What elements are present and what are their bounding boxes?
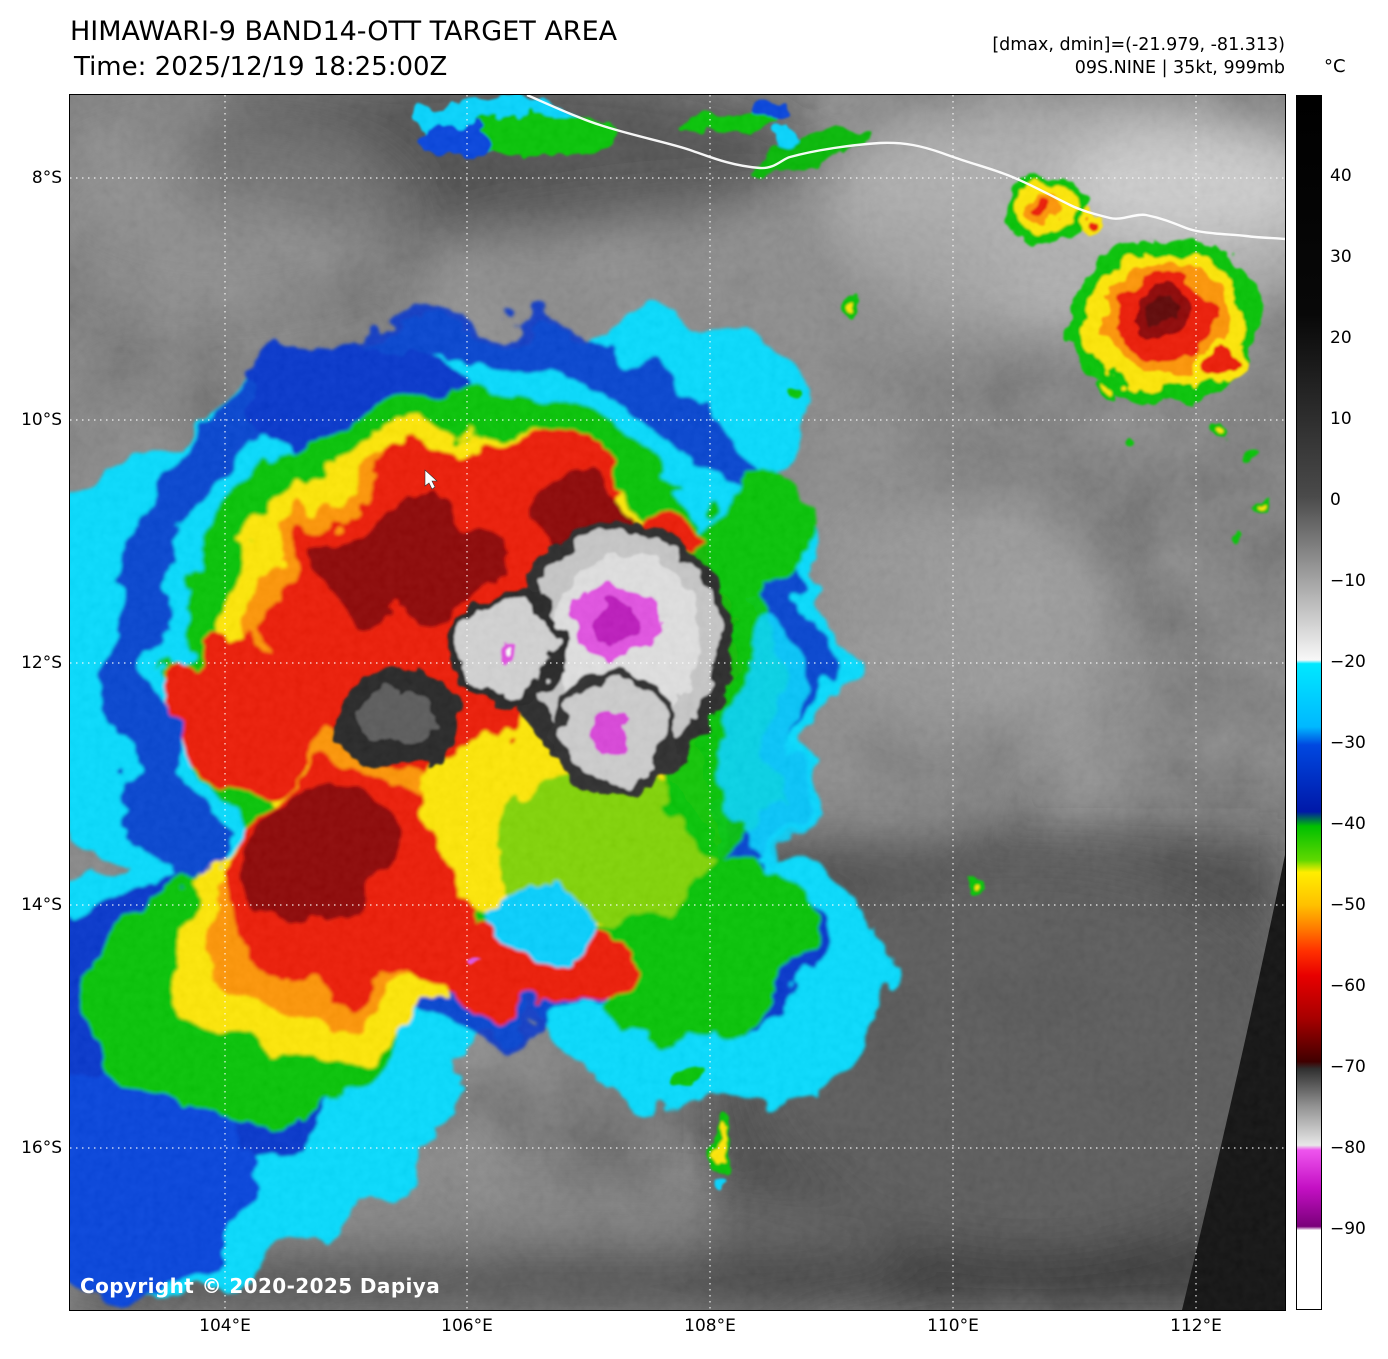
coastline bbox=[526, 95, 1285, 241]
colorbar-tick: 30 bbox=[1330, 247, 1352, 267]
temperature-colorbar bbox=[1296, 95, 1322, 1310]
storm-info: 09S.NINE | 35kt, 999mb bbox=[1074, 58, 1285, 78]
colorbar-tick: 20 bbox=[1330, 328, 1352, 348]
colorbar-unit-label: °C bbox=[1324, 56, 1346, 77]
lat-label: 10°S bbox=[21, 410, 62, 430]
colorbar-tick: 0 bbox=[1330, 490, 1341, 510]
grid-lines bbox=[70, 95, 1285, 1310]
colorbar-tick: 40 bbox=[1330, 166, 1352, 186]
lon-label: 112°E bbox=[1170, 1316, 1222, 1336]
lon-label: 104°E bbox=[199, 1316, 251, 1336]
copyright: Copyright © 2020-2025 Dapiya bbox=[80, 1274, 441, 1298]
satellite-image bbox=[70, 95, 1285, 1310]
colorbar-tick: −40 bbox=[1330, 814, 1366, 834]
colorbar-tick: −80 bbox=[1330, 1138, 1366, 1158]
dmax-dmin-readout: [dmax, dmin]=(-21.979, -81.313) bbox=[992, 35, 1285, 55]
colorbar-tick: −10 bbox=[1330, 571, 1366, 591]
lon-label: 110°E bbox=[927, 1316, 979, 1336]
colorbar-tick: −70 bbox=[1330, 1057, 1366, 1077]
product-time: Time: 2025/12/19 18:25:00Z bbox=[74, 52, 448, 82]
colorbar-tick: −20 bbox=[1330, 652, 1366, 672]
colorbar-tick: 10 bbox=[1330, 409, 1352, 429]
colorbar-tick: −90 bbox=[1330, 1219, 1366, 1239]
product-title: HIMAWARI-9 BAND14-OTT TARGET AREA bbox=[70, 16, 618, 47]
colorbar-tick: −50 bbox=[1330, 895, 1366, 915]
lon-label: 108°E bbox=[684, 1316, 736, 1336]
lat-label: 14°S bbox=[21, 895, 62, 915]
colorbar-tick: −60 bbox=[1330, 976, 1366, 996]
lon-label: 106°E bbox=[441, 1316, 493, 1336]
header-right: [dmax, dmin]=(-21.979, -81.313) 09S.NINE… bbox=[992, 34, 1285, 80]
lat-label: 16°S bbox=[21, 1138, 62, 1158]
satellite-map: Copyright © 2020-2025 Dapiya bbox=[69, 94, 1286, 1311]
lat-label: 12°S bbox=[21, 653, 62, 673]
lat-label: 8°S bbox=[31, 168, 62, 188]
cursor-icon bbox=[424, 469, 438, 490]
colorbar-tick: −30 bbox=[1330, 733, 1366, 753]
